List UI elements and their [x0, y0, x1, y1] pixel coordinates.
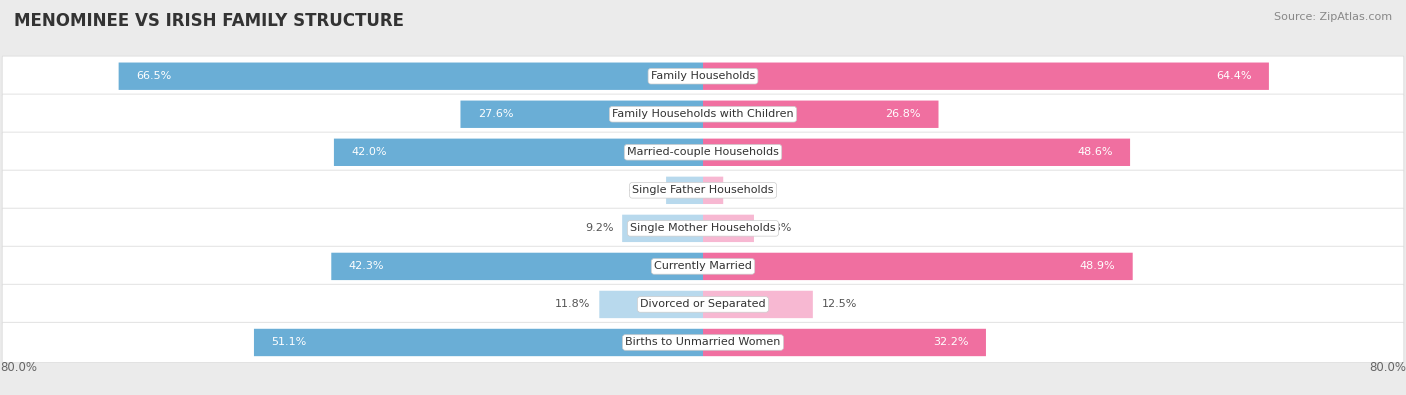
FancyBboxPatch shape	[335, 139, 703, 166]
FancyBboxPatch shape	[3, 170, 1403, 211]
FancyBboxPatch shape	[703, 329, 986, 356]
Text: Family Households: Family Households	[651, 71, 755, 81]
Text: 26.8%: 26.8%	[886, 109, 921, 119]
Text: 12.5%: 12.5%	[821, 299, 858, 309]
FancyBboxPatch shape	[254, 329, 703, 356]
Text: 48.9%: 48.9%	[1080, 261, 1115, 271]
FancyBboxPatch shape	[621, 214, 703, 242]
Text: 4.2%: 4.2%	[628, 185, 657, 196]
FancyBboxPatch shape	[3, 132, 1403, 173]
Text: 27.6%: 27.6%	[478, 109, 513, 119]
Text: 42.0%: 42.0%	[352, 147, 387, 157]
Text: 48.6%: 48.6%	[1077, 147, 1112, 157]
Text: 5.8%: 5.8%	[762, 223, 792, 233]
Text: 51.1%: 51.1%	[271, 337, 307, 348]
Text: 66.5%: 66.5%	[136, 71, 172, 81]
FancyBboxPatch shape	[118, 62, 703, 90]
Text: Divorced or Separated: Divorced or Separated	[640, 299, 766, 309]
Text: Source: ZipAtlas.com: Source: ZipAtlas.com	[1274, 12, 1392, 22]
FancyBboxPatch shape	[3, 56, 1403, 96]
Text: Currently Married: Currently Married	[654, 261, 752, 271]
FancyBboxPatch shape	[666, 177, 703, 204]
Text: Married-couple Households: Married-couple Households	[627, 147, 779, 157]
Text: Single Mother Households: Single Mother Households	[630, 223, 776, 233]
Text: Single Father Households: Single Father Households	[633, 185, 773, 196]
Text: 2.3%: 2.3%	[733, 185, 761, 196]
Text: MENOMINEE VS IRISH FAMILY STRUCTURE: MENOMINEE VS IRISH FAMILY STRUCTURE	[14, 12, 404, 30]
Text: 32.2%: 32.2%	[934, 337, 969, 348]
FancyBboxPatch shape	[703, 62, 1268, 90]
FancyBboxPatch shape	[3, 284, 1403, 325]
FancyBboxPatch shape	[703, 177, 723, 204]
FancyBboxPatch shape	[332, 253, 703, 280]
Text: 80.0%: 80.0%	[0, 361, 37, 374]
FancyBboxPatch shape	[3, 322, 1403, 363]
Text: 80.0%: 80.0%	[1369, 361, 1406, 374]
FancyBboxPatch shape	[461, 101, 703, 128]
FancyBboxPatch shape	[703, 253, 1133, 280]
Text: Births to Unmarried Women: Births to Unmarried Women	[626, 337, 780, 348]
FancyBboxPatch shape	[703, 139, 1130, 166]
Text: 64.4%: 64.4%	[1216, 71, 1251, 81]
Text: 42.3%: 42.3%	[349, 261, 384, 271]
FancyBboxPatch shape	[703, 291, 813, 318]
FancyBboxPatch shape	[703, 214, 754, 242]
FancyBboxPatch shape	[599, 291, 703, 318]
FancyBboxPatch shape	[3, 94, 1403, 134]
Text: 11.8%: 11.8%	[555, 299, 591, 309]
FancyBboxPatch shape	[703, 101, 939, 128]
Text: Family Households with Children: Family Households with Children	[612, 109, 794, 119]
Text: 9.2%: 9.2%	[585, 223, 613, 233]
FancyBboxPatch shape	[3, 246, 1403, 286]
FancyBboxPatch shape	[3, 208, 1403, 248]
